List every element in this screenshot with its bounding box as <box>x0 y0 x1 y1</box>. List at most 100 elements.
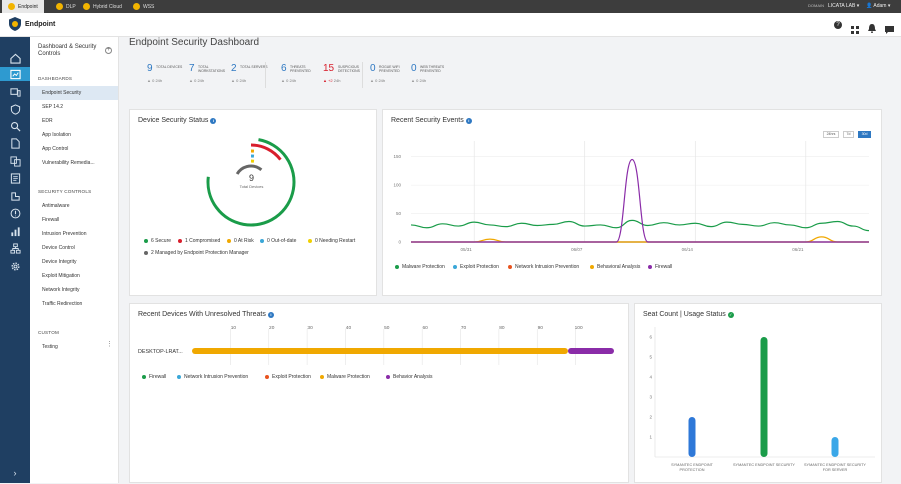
stat-delta-value: 0 <box>416 78 419 83</box>
legend-item[interactable]: Network Intrusion Prevention <box>177 374 248 380</box>
range-30d-button[interactable]: 30d <box>858 131 871 138</box>
check-circle-icon: ✓ <box>727 311 734 318</box>
legend-item[interactable]: Exploit Protection <box>265 374 311 380</box>
tab-hybrid-cloud[interactable]: Hybrid Cloud <box>77 0 128 13</box>
seat-bar[interactable] <box>831 437 839 457</box>
x-tick-label: 30 <box>307 325 313 331</box>
legend-dot <box>508 265 512 269</box>
legend-item[interactable]: 0 Needing Restart <box>308 238 355 244</box>
info-icon[interactable]: i <box>210 117 217 124</box>
info-icon[interactable]: i <box>465 117 472 124</box>
tab-wss[interactable]: WSS <box>127 0 160 13</box>
reports-icon[interactable] <box>7 171 23 185</box>
shield-icon[interactable] <box>7 102 23 116</box>
domain-selector[interactable]: LICATA LAB ▾ <box>828 3 859 9</box>
stat-threats-prevented[interactable]: 6 THREATS PREVENTED ▲ 0 24h <box>281 63 311 93</box>
stat-total-workstations[interactable]: 7 TOTAL WORKSTATIONS ▲ 0 24h <box>189 63 225 93</box>
more-options-icon[interactable]: ⋮ <box>106 341 113 348</box>
legend-item[interactable]: 2 Managed by Endpoint Protection Manager <box>144 250 249 256</box>
seat-bar[interactable] <box>760 337 768 457</box>
sidebar-item-app-control[interactable]: App Control <box>42 146 69 152</box>
x-tick-label: 80 <box>499 325 505 331</box>
sidebar-item-traffic-redirection[interactable]: Traffic Redirection <box>42 301 83 307</box>
app-header: Endpoint ? <box>0 13 901 37</box>
sidebar-item-antimalware[interactable]: Antimalware <box>42 203 70 209</box>
series-line-firewall[interactable] <box>411 158 869 243</box>
sidebar-item-device-control[interactable]: Device Control <box>42 245 75 251</box>
search-icon[interactable] <box>7 119 23 133</box>
apps-grid-icon[interactable] <box>851 21 859 39</box>
stat-total-devices[interactable]: 9 TOTAL DEVICES ▲ 0 24h <box>147 63 182 93</box>
stat-suspicious-detections[interactable]: 15 SUSPICIOUS DETECTIONS ▲ +2 24h <box>323 63 360 93</box>
devices-icon[interactable] <box>7 85 23 99</box>
trend-up-icon: ▲ <box>281 78 287 83</box>
sidebar-item-sep-14-2[interactable]: SEP 14.2 <box>42 104 64 110</box>
legend-item[interactable]: Exploit Protection <box>453 264 499 270</box>
product-logo[interactable]: Endpoint <box>9 17 55 31</box>
bar-segment-behavior-analysis[interactable] <box>567 348 614 354</box>
legend-label: Network Intrusion Prevention <box>515 264 580 270</box>
user-icon: 👤 <box>866 3 873 9</box>
policies-icon[interactable] <box>7 136 23 150</box>
range-24hrs-button[interactable]: 24hrs <box>823 131 839 138</box>
sidebar-item-intrusion-prevention[interactable]: Intrusion Prevention <box>42 231 87 237</box>
gear-icon[interactable] <box>7 259 23 273</box>
stat-rogue-wifi-prevented[interactable]: 0 ROGUE WIFI PREVENTED ▲ 0 24h <box>370 63 400 93</box>
sidebar-item-device-integrity[interactable]: Device Integrity <box>42 259 77 265</box>
stat-total-servers[interactable]: 2 TOTAL SERVERS ▲ 0 24h <box>231 63 268 93</box>
home-icon[interactable] <box>7 51 23 65</box>
sidebar-item-vulnerability-remediation[interactable]: Vulnerability Remedia... <box>42 160 95 166</box>
legend-item[interactable]: Behavioral Analysis <box>590 264 640 270</box>
tab-endpoint[interactable]: Endpoint <box>2 0 44 13</box>
stat-value: 7 <box>189 63 195 74</box>
chat-icon[interactable] <box>885 21 894 39</box>
sidebar-item-network-integrity[interactable]: Network Integrity <box>42 287 80 293</box>
tab-label: Endpoint <box>18 3 38 10</box>
legend-label: Firewall <box>655 264 673 270</box>
groups-icon[interactable] <box>7 154 23 168</box>
sidebar-item-exploit-mitigation[interactable]: Exploit Mitigation <box>42 273 80 279</box>
legend-item[interactable]: Firewall <box>648 264 672 270</box>
legend-item[interactable]: 0 Out-of-date <box>260 238 296 244</box>
legend-item[interactable]: 6 Secure <box>144 238 171 244</box>
x-tick-label: 20 <box>269 325 275 331</box>
sidebar-item-testing[interactable]: Testing <box>42 344 58 350</box>
expand-rail-icon[interactable]: › <box>13 468 17 478</box>
sidebar-item-app-isolation[interactable]: App Isolation <box>42 132 71 138</box>
legend-label: Exploit Protection <box>272 374 311 380</box>
seat-count-chart: 1 2 3 4 5 6 SYMANTEC ENDPOINT PROTECTION SYMANTE… <box>649 327 875 472</box>
range-7d-button[interactable]: 7d <box>843 131 854 138</box>
legend-item[interactable]: 1 Compromised <box>178 238 220 244</box>
sidebar-item-endpoint-security[interactable]: Endpoint Security <box>30 86 118 100</box>
integrations-icon[interactable] <box>7 189 23 203</box>
info-icon[interactable]: i <box>267 311 274 318</box>
section-heading-custom: CUSTOM <box>38 330 60 335</box>
dashboard-icon[interactable] <box>0 67 30 81</box>
bar-segment-malware-protection[interactable] <box>192 348 568 354</box>
sidebar-item-firewall[interactable]: Firewall <box>42 217 60 223</box>
alert-icon[interactable] <box>7 206 23 220</box>
stat-web-threats-prevented[interactable]: 0 WEB THREATS PREVENTED ▲ 0 24h <box>411 63 444 93</box>
help-icon[interactable]: ? <box>834 21 842 29</box>
ring-out-of-date <box>223 154 279 210</box>
legend-item[interactable]: Firewall <box>142 374 166 380</box>
user-menu[interactable]: 👤 Adam ▾ <box>866 3 890 9</box>
device-row-label[interactable]: DESKTOP-LRAT... <box>138 349 183 355</box>
legend-item[interactable]: Malware Protection <box>395 264 445 270</box>
seat-bar[interactable] <box>688 417 696 457</box>
bell-icon[interactable] <box>868 20 876 38</box>
legend-item[interactable]: Malware Protection <box>320 374 370 380</box>
legend-item[interactable]: Network Intrusion Prevention <box>508 264 579 270</box>
legend-item[interactable]: 0 At Risk <box>227 238 254 244</box>
sidebar-item-edr[interactable]: EDR <box>42 118 53 124</box>
add-dashboard-icon[interactable]: + <box>105 47 112 54</box>
series-line-malware-protection[interactable] <box>410 219 870 232</box>
legend-label: Malware Protection <box>327 374 370 380</box>
legend-item[interactable]: Behavior Analysis <box>386 374 432 380</box>
series-line-behavioral-analysis[interactable] <box>411 236 869 243</box>
tab-dlp[interactable]: DLP <box>50 0 82 13</box>
x-tick-label: 06/21 <box>792 247 804 252</box>
analytics-icon[interactable] <box>7 224 23 238</box>
hierarchy-icon[interactable] <box>7 241 23 255</box>
stat-label: TOTAL DEVICES <box>156 65 183 69</box>
